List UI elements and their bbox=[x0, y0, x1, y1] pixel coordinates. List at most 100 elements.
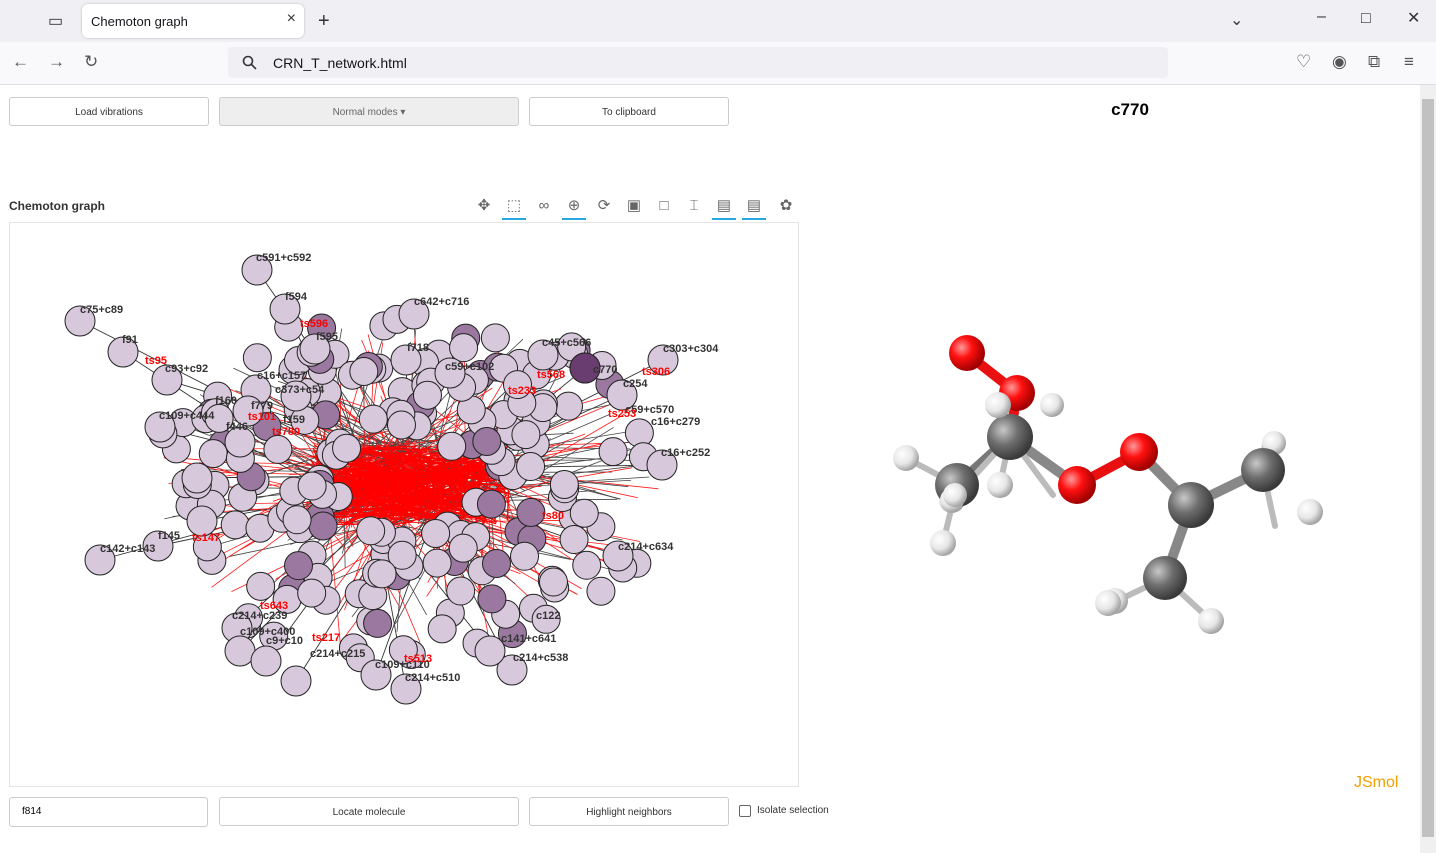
graph-node[interactable] bbox=[606, 379, 638, 411]
graph-node[interactable] bbox=[477, 584, 507, 614]
hover-tool-icon[interactable]: ▤ bbox=[712, 194, 736, 220]
graph-node[interactable] bbox=[204, 403, 234, 433]
graph-node[interactable] bbox=[107, 336, 139, 368]
graph-node[interactable] bbox=[390, 344, 422, 376]
crosshair-tool-icon[interactable]: ⌶ bbox=[689, 197, 699, 214]
graph-node[interactable] bbox=[224, 426, 256, 458]
to-clipboard-button[interactable]: To clipboard bbox=[529, 97, 729, 126]
graph-node[interactable] bbox=[421, 518, 451, 548]
menu-icon[interactable]: ≡ bbox=[1404, 52, 1414, 71]
molecule-structure[interactable] bbox=[880, 325, 1340, 655]
graph-node[interactable] bbox=[198, 439, 228, 469]
graph-node[interactable] bbox=[516, 497, 546, 527]
graph-node[interactable] bbox=[282, 505, 312, 535]
save-tool-icon[interactable]: ▣ bbox=[626, 197, 642, 214]
page-scrollbar[interactable] bbox=[1420, 85, 1436, 853]
graph-node[interactable] bbox=[242, 343, 272, 373]
pan-tool-icon[interactable]: ✥ bbox=[477, 197, 491, 214]
graph-node[interactable] bbox=[437, 431, 467, 461]
reset-tool-icon[interactable]: ⟳ bbox=[597, 197, 611, 214]
graph-node[interactable] bbox=[474, 635, 506, 667]
graph-node[interactable] bbox=[241, 254, 273, 286]
graph-node[interactable] bbox=[360, 659, 392, 691]
graph-node[interactable] bbox=[367, 559, 397, 589]
graph-node[interactable] bbox=[538, 567, 568, 597]
graph-node[interactable] bbox=[531, 604, 561, 634]
graph-node[interactable] bbox=[527, 339, 559, 371]
graph-node[interactable] bbox=[390, 673, 422, 705]
isolate-selection-checkbox[interactable] bbox=[739, 805, 751, 817]
forward-arrow-icon[interactable]: → bbox=[48, 52, 65, 71]
window-close-icon[interactable]: ✕ bbox=[1407, 10, 1421, 27]
graph-node[interactable] bbox=[476, 489, 506, 519]
back-arrow-icon[interactable]: ← bbox=[12, 52, 29, 71]
graph-node[interactable] bbox=[299, 333, 331, 365]
minimize-icon[interactable]: – bbox=[1317, 8, 1326, 25]
graph-node[interactable] bbox=[250, 645, 282, 677]
graph-node[interactable] bbox=[559, 525, 589, 555]
graph-node[interactable] bbox=[386, 410, 416, 440]
graph-node[interactable] bbox=[297, 578, 327, 608]
normal-modes-dropdown[interactable]: Normal modes ▾ bbox=[219, 97, 519, 126]
graph-node[interactable] bbox=[549, 469, 579, 499]
graph-node[interactable] bbox=[356, 516, 386, 546]
molecule-3d-view[interactable] bbox=[880, 325, 1340, 660]
graph-node[interactable] bbox=[434, 357, 466, 389]
graph-node[interactable] bbox=[446, 576, 476, 606]
lasso-tool-icon[interactable]: ∞ bbox=[538, 197, 550, 214]
graph-node[interactable] bbox=[84, 544, 116, 576]
molecule-search-input[interactable]: f814 bbox=[9, 797, 208, 827]
graph-node[interactable] bbox=[363, 608, 393, 638]
graph-node[interactable] bbox=[280, 665, 312, 697]
graph-node[interactable] bbox=[427, 614, 457, 644]
graph-node[interactable] bbox=[553, 391, 583, 421]
tab-overview-icon[interactable]: ▭ bbox=[48, 13, 64, 30]
graph-node[interactable] bbox=[586, 576, 616, 606]
bokeh-logo-icon[interactable]: ✿ bbox=[779, 197, 793, 214]
graph-node[interactable] bbox=[332, 433, 362, 463]
graph-node[interactable] bbox=[502, 370, 532, 400]
box-zoom-tool-icon[interactable]: ⬚ bbox=[502, 194, 526, 220]
extensions-icon[interactable]: ⧉ bbox=[1368, 52, 1381, 71]
graph-node[interactable] bbox=[647, 344, 679, 376]
locate-molecule-button[interactable]: Locate molecule bbox=[219, 797, 519, 826]
graph-node[interactable] bbox=[598, 437, 628, 467]
highlight-neighbors-button[interactable]: Highlight neighbors bbox=[529, 797, 729, 826]
box-select-tool-icon[interactable]: □ bbox=[659, 197, 669, 214]
graph-node[interactable] bbox=[349, 356, 379, 386]
graph-node[interactable] bbox=[388, 635, 418, 665]
graph-node[interactable] bbox=[516, 452, 546, 482]
graph-node[interactable] bbox=[186, 505, 218, 537]
graph-node[interactable] bbox=[263, 434, 293, 464]
graph-node[interactable] bbox=[624, 418, 654, 448]
graph-node[interactable] bbox=[472, 426, 502, 456]
graph-node[interactable] bbox=[496, 654, 528, 686]
graph-node[interactable] bbox=[144, 411, 176, 443]
wheel-zoom-tool-icon[interactable]: ⊕ bbox=[562, 194, 586, 220]
graph-node[interactable] bbox=[569, 498, 599, 528]
close-icon[interactable]: × bbox=[286, 10, 296, 27]
graph-node[interactable] bbox=[246, 571, 276, 601]
chemoton-graph-canvas[interactable]: c591+c592 f594 c75+c89 f91 c642+c716 f595 c93+… bbox=[9, 222, 799, 787]
graph-node[interactable] bbox=[220, 510, 250, 540]
pocket-icon[interactable]: ♡ bbox=[1296, 52, 1312, 71]
graph-node[interactable] bbox=[358, 404, 388, 434]
network-graph[interactable]: c591+c592 f594 c75+c89 f91 c642+c716 f595 c93+… bbox=[10, 223, 799, 787]
graph-node[interactable] bbox=[280, 380, 312, 412]
graph-node[interactable] bbox=[510, 541, 540, 571]
graph-node[interactable] bbox=[482, 549, 512, 579]
graph-node[interactable] bbox=[646, 449, 678, 481]
graph-node[interactable] bbox=[448, 533, 478, 563]
graph-node[interactable] bbox=[422, 548, 452, 578]
graph-node[interactable] bbox=[181, 462, 213, 494]
browser-tab[interactable]: Chemoton graph × bbox=[82, 4, 304, 38]
graph-node[interactable] bbox=[480, 323, 510, 353]
graph-node[interactable] bbox=[387, 540, 417, 570]
graph-node[interactable] bbox=[308, 511, 338, 541]
graph-node[interactable] bbox=[269, 293, 301, 325]
graph-node[interactable] bbox=[64, 305, 96, 337]
graph-node[interactable] bbox=[224, 635, 256, 667]
scrollbar-thumb[interactable] bbox=[1422, 99, 1434, 837]
url-bar[interactable]: CRN_T_network.html bbox=[228, 47, 1168, 78]
chevron-down-icon[interactable]: ⌄ bbox=[1230, 12, 1244, 29]
